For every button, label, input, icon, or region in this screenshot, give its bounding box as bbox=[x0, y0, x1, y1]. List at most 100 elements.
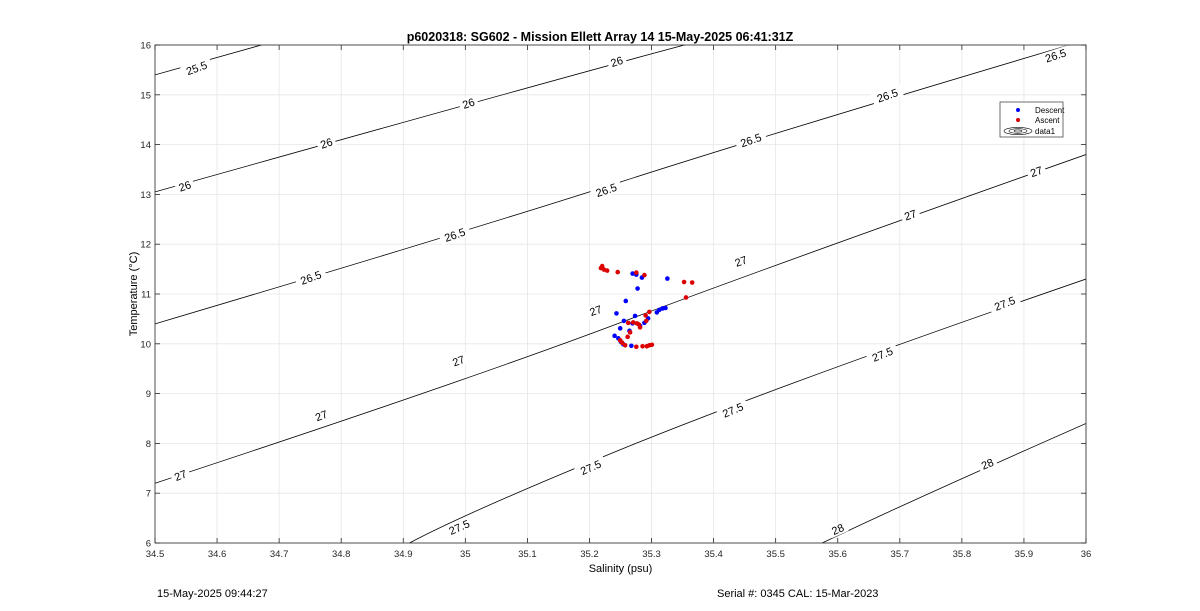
ascent-point bbox=[642, 272, 647, 278]
chart-title: p6020318: SG602 - Mission Ellett Array 1… bbox=[407, 30, 794, 44]
ascent-point bbox=[627, 330, 633, 335]
contour-label-text: 26.5 bbox=[594, 182, 618, 200]
contour-label-text: 26 bbox=[609, 55, 624, 70]
descent-point bbox=[635, 286, 640, 291]
x-tick-label: 35.6 bbox=[828, 549, 847, 560]
x-tick-label: 36 bbox=[1081, 549, 1092, 560]
contour-label: 27 bbox=[1025, 162, 1047, 181]
contour-label-text: 26.5 bbox=[443, 227, 467, 245]
ascent-point bbox=[689, 280, 695, 285]
contour-label-text: 27 bbox=[1029, 165, 1044, 180]
footer-serial: Serial #: 0345 CAL: 15-Mar-2023 bbox=[717, 588, 879, 600]
ascent-point bbox=[634, 270, 639, 275]
contour-label-text: 27 bbox=[903, 208, 918, 223]
descent-point bbox=[617, 326, 623, 331]
contour-label-text: 28 bbox=[830, 522, 846, 538]
contour-label: 27 bbox=[310, 406, 333, 425]
descent-point bbox=[665, 276, 670, 281]
plot-frame bbox=[154, 44, 1087, 544]
x-axis-label: Salinity (psu) bbox=[589, 563, 653, 575]
y-tick-label: 9 bbox=[146, 389, 151, 400]
contour-label: 27 bbox=[169, 466, 192, 485]
contour-label: 27.5 bbox=[574, 455, 608, 480]
descent-point bbox=[629, 343, 634, 349]
ascent-point bbox=[681, 279, 687, 285]
contour-label: 26 bbox=[174, 177, 196, 195]
y-tick-label: 8 bbox=[146, 439, 151, 450]
data-points bbox=[598, 263, 695, 350]
x-tick-label: 35.5 bbox=[766, 549, 785, 560]
contour-label-text: 27 bbox=[173, 468, 189, 484]
isopycnal-26.5 bbox=[155, 45, 1071, 325]
contour-label: 26 bbox=[457, 94, 480, 112]
y-tick-label: 10 bbox=[140, 339, 151, 350]
contour-lines: 25.5 26 26 26 26 26.5 26.5 26.5 26.5 26.5 26.5 27 27… bbox=[155, 45, 1086, 543]
x-tick-label: 34.9 bbox=[394, 549, 413, 560]
contour-label: 28 bbox=[826, 519, 849, 539]
ascent-point bbox=[643, 318, 649, 324]
contour-label: 26 bbox=[606, 52, 628, 70]
isopycnal-27.5 bbox=[409, 278, 1086, 543]
isopycnal-26 bbox=[155, 45, 687, 193]
ascent-point bbox=[622, 342, 628, 348]
y-tick-label: 14 bbox=[140, 140, 151, 151]
contour-label-text: 26.5 bbox=[876, 87, 900, 105]
descent-point bbox=[614, 311, 619, 316]
ascent-point bbox=[615, 269, 621, 275]
x-tick-label: 34.8 bbox=[332, 549, 351, 560]
ascent-point bbox=[630, 320, 636, 325]
legend-ascent-label: Ascent bbox=[1035, 116, 1060, 125]
contour-label-text: 26 bbox=[177, 179, 192, 194]
contour-label-text: 27.5 bbox=[579, 458, 603, 478]
footer-timestamp: 15-May-2025 09:44:27 bbox=[157, 588, 268, 600]
ascent-point bbox=[640, 343, 645, 349]
legend: Descent Ascent data1 bbox=[999, 101, 1065, 138]
ascent-point bbox=[634, 344, 639, 350]
ascent-point bbox=[599, 263, 605, 269]
legend-data1-label: data1 bbox=[1035, 127, 1056, 136]
x-tick-label: 34.5 bbox=[146, 549, 165, 560]
contour-label: 27.5 bbox=[716, 398, 750, 422]
y-tick-label: 16 bbox=[140, 41, 151, 52]
contour-label-text: 27.5 bbox=[871, 346, 895, 365]
x-tick-label: 35.8 bbox=[953, 549, 972, 560]
x-tick-label: 35.3 bbox=[642, 549, 661, 560]
ascent-point bbox=[604, 268, 610, 273]
legend-contour-icon bbox=[1003, 127, 1033, 135]
legend-descent-label: Descent bbox=[1035, 106, 1065, 115]
contour-label: 27 bbox=[730, 252, 752, 270]
contour-label-text: 27 bbox=[588, 304, 604, 319]
legend-descent-marker bbox=[1016, 108, 1020, 112]
contour-label: 27 bbox=[447, 351, 470, 370]
x-tick-label: 35.9 bbox=[1015, 549, 1034, 560]
descent-point bbox=[621, 318, 627, 324]
x-tick-label: 35 bbox=[460, 549, 471, 560]
ascent-point bbox=[625, 320, 631, 326]
x-tick-label: 35.2 bbox=[580, 549, 599, 560]
legend-ascent-marker bbox=[1016, 118, 1020, 122]
x-tick-label: 35.1 bbox=[518, 549, 537, 560]
isopycnal-27 bbox=[155, 154, 1086, 484]
descent-point bbox=[623, 298, 629, 304]
y-axis-label: Temperature (°C) bbox=[128, 252, 140, 336]
contour-label: 26.5 bbox=[589, 179, 623, 201]
y-tick-label: 15 bbox=[140, 90, 151, 101]
y-tick-label: 11 bbox=[141, 290, 151, 301]
x-tick-label: 35.4 bbox=[704, 549, 723, 560]
contour-label: 26.5 bbox=[1039, 45, 1073, 66]
y-tick-label: 7 bbox=[146, 489, 151, 500]
contour-label: 27 bbox=[899, 206, 922, 224]
contour-label-text: 26.5 bbox=[1044, 47, 1068, 65]
contour-label-text: 28 bbox=[980, 457, 996, 473]
contour-label-text: 26 bbox=[319, 136, 334, 151]
ascent-point bbox=[643, 313, 648, 318]
contour-label-text: 27 bbox=[733, 254, 749, 269]
isopycnal-25.5 bbox=[155, 45, 263, 76]
contour-label: 26.5 bbox=[734, 129, 768, 151]
contour-label: 26.5 bbox=[870, 84, 904, 106]
isopycnal-28 bbox=[822, 423, 1086, 543]
ascent-point bbox=[625, 334, 630, 340]
descent-point bbox=[663, 305, 668, 311]
contour-label: 26.5 bbox=[438, 224, 472, 246]
contour-label: 25.5 bbox=[180, 57, 214, 79]
